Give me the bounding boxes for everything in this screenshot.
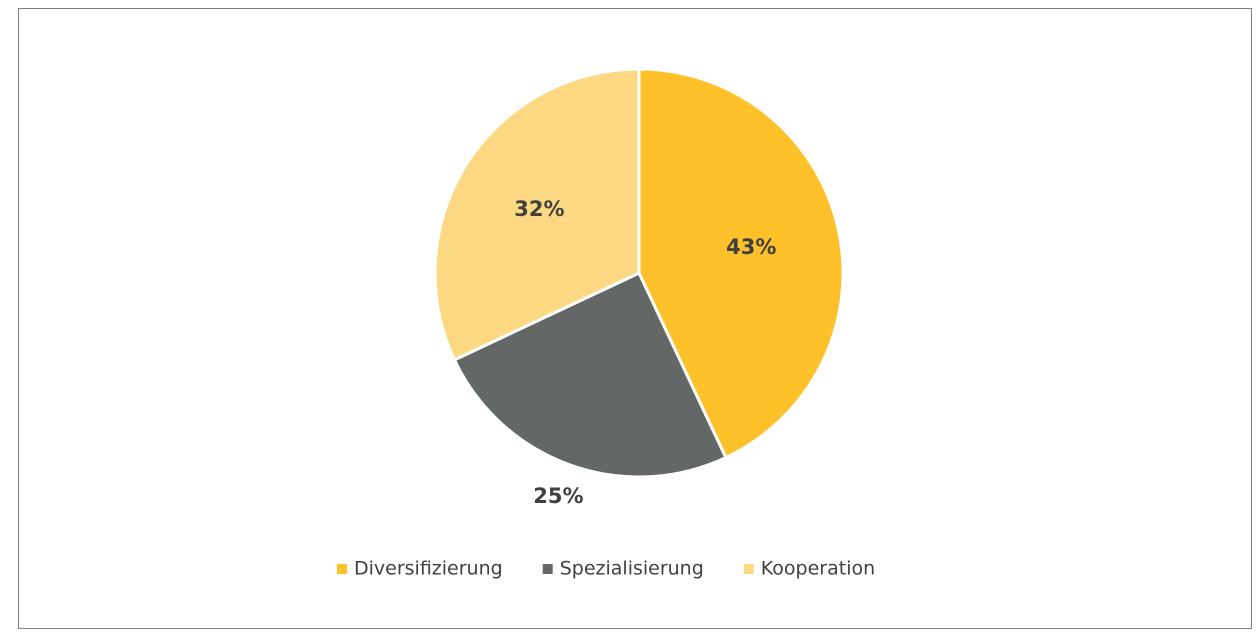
pie-slice [433,67,641,362]
data-label: 43% [726,235,776,259]
legend-label: Diversifizierung [354,558,503,580]
legend-swatch [542,564,553,574]
legend-label: Spezialisierung [560,558,704,580]
legend-label: Kooperation [761,558,875,580]
legend-swatch [337,564,347,574]
data-label: 32% [514,197,564,221]
pie-slice [637,67,845,460]
data-label: 25% [533,484,583,508]
pie-slice [452,271,728,479]
legend-swatch [743,564,754,574]
